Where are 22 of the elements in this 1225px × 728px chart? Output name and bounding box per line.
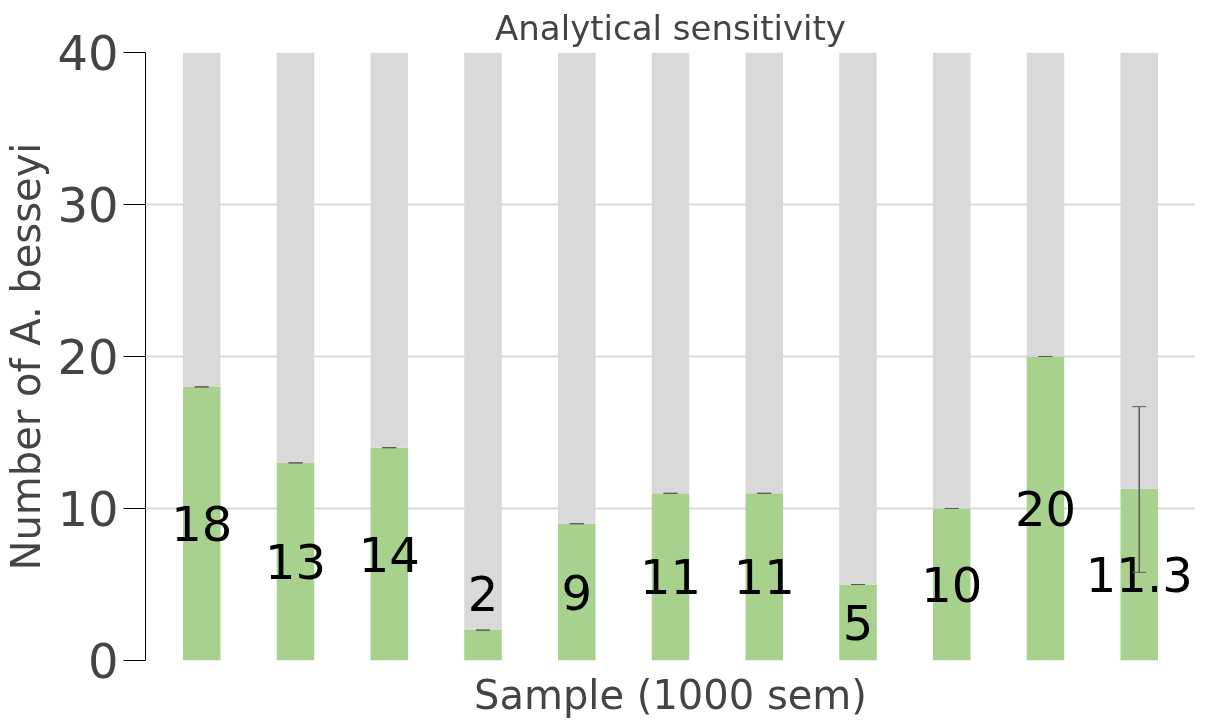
data-label: 11.3 xyxy=(1085,547,1193,604)
data-label: 5 xyxy=(842,595,874,651)
bar xyxy=(464,630,502,661)
y-tick-label: 20 xyxy=(57,329,119,385)
bar xyxy=(839,584,877,661)
y-axis-title: Number of A. besseyi xyxy=(3,142,50,571)
bar xyxy=(558,523,596,661)
y-tick-label: 10 xyxy=(57,481,119,537)
y-tick-label: 30 xyxy=(57,177,119,233)
y-tick-label: 40 xyxy=(57,25,119,81)
chart-title: Analytical sensitivity xyxy=(495,7,846,48)
data-label: 14 xyxy=(358,526,420,583)
data-label: 11 xyxy=(639,549,702,606)
x-axis-title: Sample (1000 sem) xyxy=(474,671,867,718)
data-label: 20 xyxy=(1014,481,1077,537)
data-label: 10 xyxy=(921,557,983,613)
data-label: 18 xyxy=(171,496,233,553)
data-label: 9 xyxy=(561,564,593,621)
y-tick-label: 0 xyxy=(87,633,119,689)
data-label: 2 xyxy=(467,566,499,623)
data-label: 13 xyxy=(264,534,327,591)
data-label: 11 xyxy=(733,549,795,606)
